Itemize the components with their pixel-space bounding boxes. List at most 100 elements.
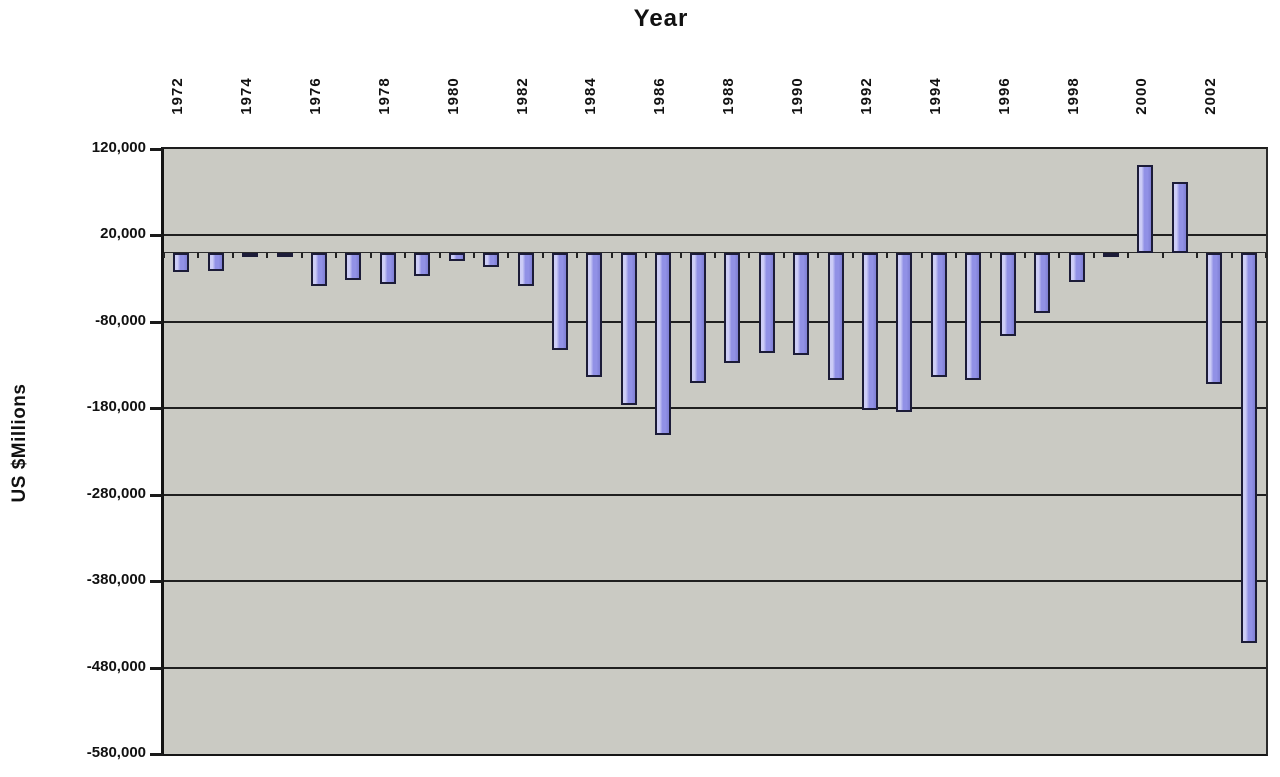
x-tick-label: 1982 xyxy=(513,77,531,115)
y-axis-tick xyxy=(150,234,163,238)
x-axis-tick xyxy=(645,252,648,258)
x-axis-tick xyxy=(748,252,751,258)
x-tick-label: 1986 xyxy=(651,77,669,115)
x-axis-tick xyxy=(438,252,441,258)
x-tick-label: 1984 xyxy=(582,77,600,115)
x-axis-tick xyxy=(335,252,338,258)
y-tick-label: -80,000 xyxy=(95,311,146,329)
bar-1986 xyxy=(655,252,672,436)
x-tick-label: 2002 xyxy=(1202,77,1220,115)
bar-1994 xyxy=(930,252,947,378)
bar-1999 xyxy=(1103,252,1120,257)
x-axis-tick xyxy=(1265,252,1267,258)
x-tick-label: 1974 xyxy=(238,77,256,115)
x-axis-tick xyxy=(163,252,165,258)
x-axis-tick xyxy=(266,252,269,258)
x-tick-label: 1980 xyxy=(444,77,462,115)
y-axis-tick xyxy=(150,493,163,497)
x-axis-tick xyxy=(782,252,785,258)
gridline xyxy=(164,666,1266,669)
gridline xyxy=(164,234,1266,237)
y-axis-tick xyxy=(150,148,163,151)
x-axis-tick xyxy=(1196,252,1199,258)
x-axis-tick xyxy=(1161,252,1164,258)
gridline xyxy=(164,320,1266,323)
gridline xyxy=(164,407,1266,410)
y-axis-tick xyxy=(150,320,163,324)
bar-1979 xyxy=(414,252,431,277)
y-tick-label: 20,000 xyxy=(100,225,146,243)
x-axis-tick xyxy=(1230,252,1233,258)
x-axis-tick xyxy=(507,252,510,258)
x-axis-tick xyxy=(1092,252,1095,258)
x-axis-tick xyxy=(851,252,854,258)
x-tick-label: 1996 xyxy=(995,77,1013,115)
x-axis-tick xyxy=(920,252,923,258)
bar-1973 xyxy=(207,252,224,271)
x-axis-tick xyxy=(989,252,992,258)
bar-2002 xyxy=(1206,252,1223,385)
x-axis-tick xyxy=(886,252,889,258)
x-tick-label: 1990 xyxy=(789,77,807,115)
x-axis-tick xyxy=(1127,252,1130,258)
bar-2003 xyxy=(1240,252,1257,644)
bar-1980 xyxy=(448,252,465,262)
x-axis-tick xyxy=(300,252,303,258)
y-axis-tick xyxy=(150,666,163,670)
x-axis-tick xyxy=(955,252,958,258)
bar-1984 xyxy=(586,252,603,378)
x-axis-tick xyxy=(679,252,682,258)
y-axis-tick xyxy=(150,407,163,411)
y-tick-label: -180,000 xyxy=(86,398,146,416)
x-axis-tick xyxy=(197,252,200,258)
x-tick-label: 1998 xyxy=(1064,77,1082,115)
x-axis-line xyxy=(164,251,1266,254)
x-axis-tick xyxy=(817,252,820,258)
y-axis-tick xyxy=(150,753,163,756)
bar-1992 xyxy=(861,252,878,410)
gridline xyxy=(164,580,1266,583)
y-tick-label: -480,000 xyxy=(86,657,146,675)
x-tick-label: 1978 xyxy=(375,77,393,115)
x-axis-tick xyxy=(472,252,475,258)
x-axis-tick xyxy=(576,252,579,258)
y-tick-label: -280,000 xyxy=(86,484,146,502)
bar-1976 xyxy=(310,252,327,286)
bar-1972 xyxy=(173,252,190,272)
bar-1987 xyxy=(689,252,706,384)
x-tick-label: 1992 xyxy=(857,77,875,115)
x-axis-tick xyxy=(231,252,234,258)
x-axis-tick xyxy=(1058,252,1061,258)
bar-1983 xyxy=(552,252,569,351)
bar-1981 xyxy=(483,252,500,267)
x-tick-label: 1994 xyxy=(926,77,944,115)
bar-1996 xyxy=(999,252,1016,336)
y-axis-title: US $Millions xyxy=(9,383,30,503)
y-axis-tick xyxy=(150,580,163,584)
y-tick-label: 120,000 xyxy=(91,139,146,156)
plot-area xyxy=(161,147,1268,756)
bar-1977 xyxy=(345,252,362,281)
bar-1990 xyxy=(793,252,810,355)
chart-title: Year xyxy=(633,5,689,32)
bar-1991 xyxy=(827,252,844,380)
bar-1998 xyxy=(1068,252,1085,283)
bar-2001 xyxy=(1171,181,1188,253)
x-tick-label: 1988 xyxy=(720,77,738,115)
bar-2000 xyxy=(1137,165,1154,253)
bar-1995 xyxy=(965,252,982,380)
y-tick-label: -580,000 xyxy=(86,744,146,761)
bar-1978 xyxy=(379,252,396,284)
x-axis-tick xyxy=(404,252,407,258)
gridline xyxy=(164,493,1266,496)
bar-1993 xyxy=(896,252,913,412)
x-tick-label: 1976 xyxy=(306,77,324,115)
x-axis-tick xyxy=(1023,252,1026,258)
x-axis-tick xyxy=(369,252,372,258)
y-tick-label: -380,000 xyxy=(86,571,146,589)
x-axis-tick xyxy=(714,252,716,258)
bar-1982 xyxy=(517,252,534,286)
x-axis-tick xyxy=(541,252,544,258)
bar-1975 xyxy=(276,252,293,257)
